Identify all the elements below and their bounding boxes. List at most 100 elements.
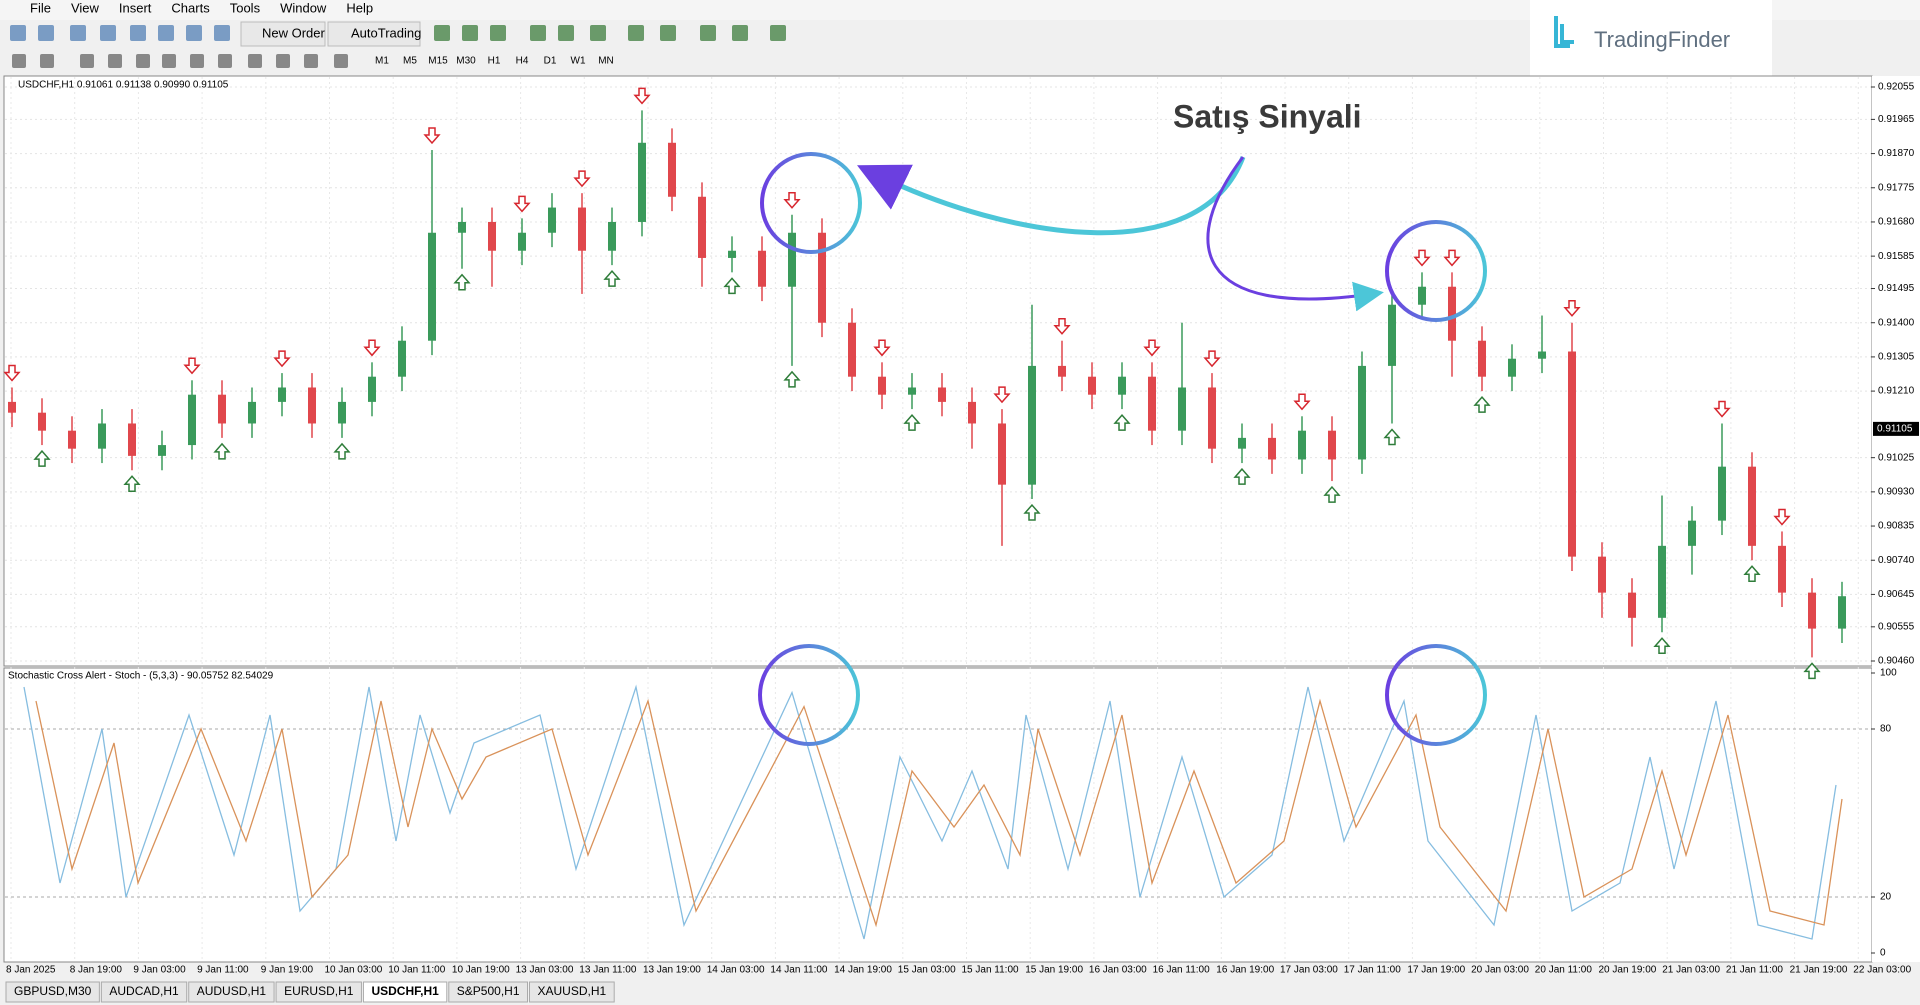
drawing-tool-icon[interactable] [304,54,318,68]
auto-trading-button[interactable] [327,21,421,47]
buy-signal-arrow [1383,428,1401,446]
timeframe-button[interactable]: MN [598,56,614,67]
symbol-tab[interactable]: USDCHF,H1 [362,981,448,1003]
tab-background[interactable] [529,981,615,1003]
candle-body [1178,387,1186,431]
buy-signal-arrow [903,413,921,431]
candle-body [698,196,706,258]
buy-signal-arrow [453,273,471,291]
buy-signal-arrow [1653,637,1671,654]
timeframe-button[interactable]: W1 [571,56,586,67]
drawing-tool-icon[interactable] [334,54,348,68]
candle-body [128,423,136,456]
price-axis [1872,76,1920,962]
toolbar-icon[interactable] [214,25,230,41]
candle-body [578,207,586,251]
drawing-tool-icon[interactable] [108,54,122,68]
menu-item[interactable]: Help [346,0,373,15]
toolbar-icon[interactable] [732,25,748,41]
toolbar-icon[interactable] [158,25,174,41]
symbol-tab[interactable]: AUDCAD,H1 [100,981,188,1003]
tab-background[interactable] [275,981,362,1003]
time-label: 14 Jan 19:00 [834,965,892,976]
symbol-tab[interactable]: AUDUSD,H1 [188,981,275,1003]
tab-background[interactable] [188,981,275,1003]
drawing-tool-icon[interactable] [276,54,290,68]
toolbar-icon[interactable] [38,25,54,41]
menu-item[interactable]: Tools [230,0,261,15]
timeframe-button[interactable]: M1 [375,56,389,67]
candle-body [518,232,526,251]
annotation-arrow [1206,156,1384,312]
buy-signal-arrow [123,475,141,493]
timeframe-button[interactable]: D1 [544,56,557,67]
drawing-tool-icon[interactable] [12,54,26,68]
toolbar-icon[interactable] [770,25,786,41]
tab-label: AUDCAD,H1 [109,984,179,998]
stochastic-line [35,698,1843,928]
toolbar-icon[interactable] [490,25,506,41]
menu-item[interactable]: Insert [119,0,152,15]
tab-background[interactable] [5,981,100,1003]
candle-body [1058,365,1066,377]
drawing-tool-icon[interactable] [190,54,204,68]
drawing-tool-icon[interactable] [162,54,176,68]
toolbar-icon[interactable] [100,25,116,41]
price-label: 0.92055 [1878,82,1915,93]
toolbar-icon[interactable] [434,25,450,41]
menu-item[interactable]: Window [280,0,327,15]
toolbar-icon[interactable] [530,25,546,41]
drawing-tool-icon[interactable] [40,54,54,68]
toolbar-icon[interactable] [558,25,574,41]
buy-signal-arrow [1743,565,1761,582]
toolbar-icon[interactable] [10,25,26,41]
sell-signal-arrow [273,350,291,368]
symbol-tab[interactable]: XAUUSD,H1 [529,981,615,1003]
symbol-tab[interactable]: S&P500,H1 [448,981,528,1003]
menu-item[interactable]: View [71,0,100,15]
time-label: 15 Jan 11:00 [962,965,1020,976]
toolbar-icon[interactable] [462,25,478,41]
timeframe-button[interactable]: H1 [488,56,501,67]
menu-item[interactable]: Charts [171,0,210,15]
timeframe-button[interactable]: H4 [516,56,529,67]
menu-item[interactable]: File [30,0,51,15]
candle-body [728,250,736,258]
price-label: 0.90835 [1878,521,1915,532]
price-label: 0.91305 [1878,352,1915,363]
toolbar-icon[interactable] [70,25,86,41]
timeframe-button[interactable]: M15 [428,56,448,67]
toolbar-icon[interactable] [130,25,146,41]
buy-signal-arrow [603,269,621,287]
time-label: 9 Jan 11:00 [197,965,249,976]
symbol-tab[interactable]: EURUSD,H1 [275,981,362,1003]
candle-body [1628,592,1636,618]
symbol-tab[interactable]: GBPUSD,M30 [5,981,100,1003]
drawing-tool-icon[interactable] [80,54,94,68]
candle-body [1568,351,1576,557]
toolbar-icon[interactable] [186,25,202,41]
new-order-button[interactable] [240,21,326,47]
toolbar-icon[interactable] [590,25,606,41]
candle-body [1028,365,1036,485]
candle-body [758,250,766,287]
timeframe-button[interactable]: M30 [456,56,476,67]
timeframe-button[interactable]: M5 [403,56,417,67]
tab-background[interactable] [100,981,188,1003]
candle-body [38,412,46,431]
toolbar-icon[interactable] [700,25,716,41]
toolbar-icon[interactable] [660,25,676,41]
buy-signal-arrow [333,442,351,460]
toolbar-icon[interactable] [628,25,644,41]
candle-body [1088,376,1096,395]
buy-signal-arrow [1023,503,1041,521]
drawing-tool-icon[interactable] [218,54,232,68]
drawing-tool-icon[interactable] [136,54,150,68]
tab-background[interactable] [362,981,448,1003]
candle-body [68,430,76,449]
drawing-tool-icon[interactable] [248,54,262,68]
tab-background[interactable] [448,981,528,1003]
highlight-circle [758,644,860,746]
indicator-label: Stochastic Cross Alert - Stoch - (5,3,3)… [8,671,274,682]
